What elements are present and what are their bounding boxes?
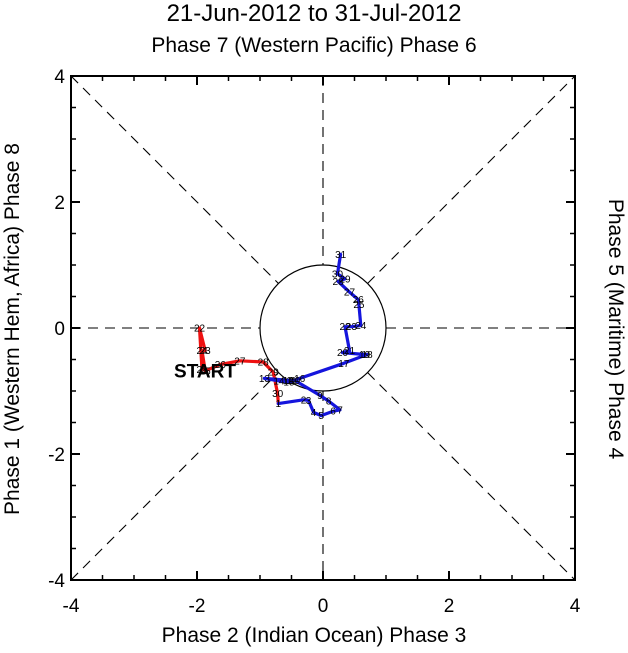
left-axis-label: Phase 1 (Western Hem, Africa) Phase 8 bbox=[1, 143, 24, 515]
y-tick-label: -2 bbox=[48, 445, 65, 466]
x-tick-label: -4 bbox=[63, 596, 80, 617]
x-tick-label: 0 bbox=[318, 596, 329, 617]
y-tick-label: 2 bbox=[54, 193, 65, 214]
y-tick-label: 0 bbox=[54, 319, 65, 340]
guide-diagonal-top-left bbox=[70, 75, 279, 284]
x-tick-label: -2 bbox=[189, 596, 206, 617]
day-label: 22 bbox=[194, 324, 206, 335]
day-label: 27 bbox=[234, 356, 246, 367]
day-label: 16 bbox=[294, 374, 306, 385]
day-label: 24 bbox=[196, 346, 208, 357]
day-label: 28 bbox=[258, 358, 270, 369]
day-label: 21 bbox=[344, 346, 356, 357]
right-axis-label: Phase 5 (Maritime) Phase 4 bbox=[604, 198, 627, 460]
day-label: 22 bbox=[339, 322, 351, 333]
day-label: 29 bbox=[268, 368, 280, 379]
day-label: 9 bbox=[317, 391, 323, 402]
start-label: START bbox=[174, 362, 236, 383]
day-label: 6 bbox=[330, 407, 336, 418]
day-label: 23 bbox=[346, 322, 358, 333]
day-label: 8 bbox=[326, 397, 332, 408]
day-label: 19 bbox=[359, 350, 371, 361]
day-label: 4 bbox=[311, 408, 317, 419]
day-label: 17 bbox=[338, 359, 350, 370]
day-label: 2 bbox=[301, 395, 307, 406]
day-label: 10 bbox=[289, 376, 301, 387]
day-label: 11 bbox=[286, 376, 297, 387]
x-axis-label: Phase 2 (Indian Ocean) Phase 3 bbox=[161, 624, 467, 647]
day-label: 23 bbox=[200, 346, 212, 357]
guide-diagonal-bottom-right bbox=[367, 372, 576, 581]
guide-lines bbox=[70, 75, 576, 581]
guide-diagonal-bottom-left bbox=[70, 372, 279, 581]
day-label: 1 bbox=[275, 399, 281, 410]
day-label: 5 bbox=[318, 411, 324, 422]
day-label: 28 bbox=[333, 277, 345, 288]
day-label: 31 bbox=[335, 250, 347, 261]
chart-title: 21-Jun-2012 to 31-Jul-2012 bbox=[166, 0, 462, 27]
y-tick-label: 4 bbox=[54, 67, 65, 88]
day-label: 25 bbox=[200, 366, 212, 377]
day-label: 29 bbox=[339, 274, 351, 285]
day-label: 18 bbox=[362, 350, 374, 361]
day-label: 30 bbox=[272, 389, 284, 400]
x-tick-label: 4 bbox=[570, 596, 581, 617]
day-label: 15 bbox=[283, 378, 295, 389]
x-tick-label: 2 bbox=[444, 596, 455, 617]
top-phase-label: Phase 7 (Western Pacific) Phase 6 bbox=[151, 34, 477, 57]
day-label: 27 bbox=[344, 288, 356, 299]
day-label: 13 bbox=[259, 374, 271, 385]
series-lines bbox=[197, 252, 369, 418]
unit-circle bbox=[259, 264, 387, 392]
day-label: 24 bbox=[355, 321, 367, 332]
day-label: 12 bbox=[283, 376, 295, 387]
day-label: 14 bbox=[273, 376, 285, 387]
day-label: 30 bbox=[332, 269, 344, 280]
day-label: 26 bbox=[353, 295, 365, 306]
day-label: 21 bbox=[196, 365, 208, 376]
day-label: 25 bbox=[353, 300, 365, 311]
july-track bbox=[262, 252, 369, 418]
y-tick-label: -4 bbox=[48, 571, 65, 592]
day-label: 20 bbox=[337, 348, 349, 359]
day-label: 7 bbox=[337, 405, 343, 416]
day-label: 26 bbox=[215, 360, 227, 371]
guide-diagonal-top-right bbox=[367, 75, 576, 284]
day-label: 3 bbox=[306, 396, 312, 407]
